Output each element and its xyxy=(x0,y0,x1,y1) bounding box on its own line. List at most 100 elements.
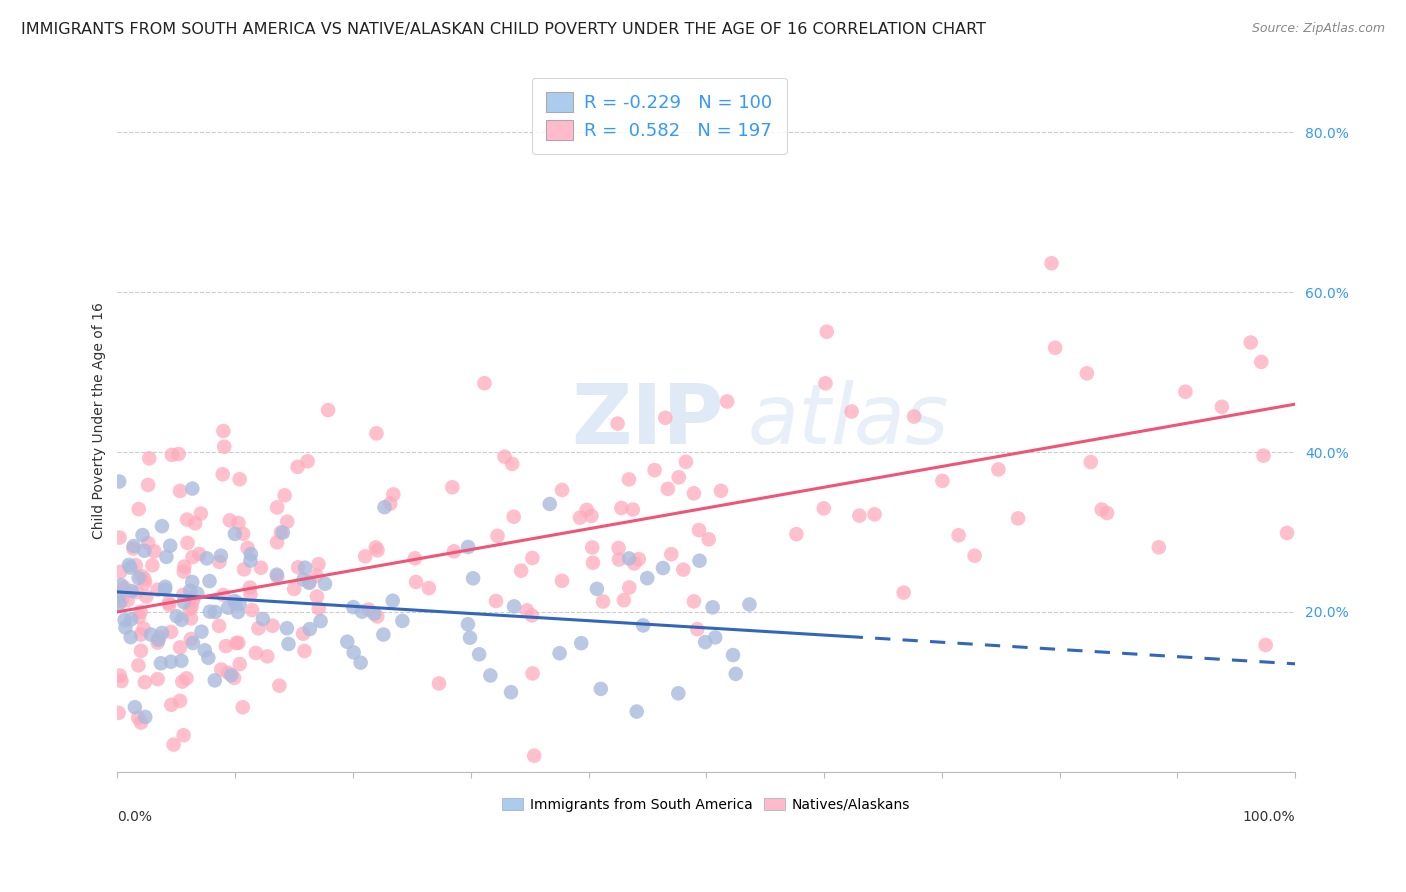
Point xyxy=(228,472,250,486)
Point xyxy=(458,631,481,645)
Point xyxy=(240,603,263,617)
Point xyxy=(215,639,238,653)
Point xyxy=(256,649,278,664)
Point xyxy=(146,672,169,686)
Point xyxy=(266,500,288,515)
Point xyxy=(181,636,204,650)
Point xyxy=(382,487,405,501)
Point xyxy=(1147,541,1170,555)
Point xyxy=(125,585,148,599)
Point xyxy=(363,607,385,621)
Point xyxy=(166,609,188,624)
Point xyxy=(233,562,256,576)
Point xyxy=(710,483,733,498)
Point xyxy=(582,556,605,570)
Point xyxy=(607,552,630,566)
Point xyxy=(146,635,169,649)
Point xyxy=(212,588,235,602)
Point xyxy=(269,679,291,693)
Point xyxy=(250,560,273,574)
Point xyxy=(276,515,298,529)
Point xyxy=(121,584,143,599)
Point xyxy=(128,610,150,624)
Point xyxy=(224,594,246,608)
Point xyxy=(617,551,640,566)
Point xyxy=(110,673,132,688)
Point xyxy=(108,475,131,489)
Point xyxy=(239,553,262,567)
Point xyxy=(155,580,177,594)
Point xyxy=(211,467,233,482)
Point xyxy=(610,500,633,515)
Point xyxy=(169,483,191,498)
Point xyxy=(239,587,262,601)
Point xyxy=(948,528,970,542)
Text: 100.0%: 100.0% xyxy=(1243,810,1295,824)
Point xyxy=(170,613,193,627)
Point xyxy=(127,711,149,725)
Point xyxy=(129,605,152,619)
Point xyxy=(188,547,211,561)
Point xyxy=(107,590,129,604)
Point xyxy=(169,694,191,708)
Point xyxy=(138,451,160,466)
Point xyxy=(581,508,603,523)
Point xyxy=(173,565,195,579)
Point xyxy=(522,551,544,566)
Point xyxy=(654,410,676,425)
Point xyxy=(631,618,654,632)
Point xyxy=(149,657,172,671)
Point xyxy=(221,668,243,682)
Point xyxy=(308,601,330,615)
Text: atlas: atlas xyxy=(748,380,949,460)
Point xyxy=(173,559,195,574)
Point xyxy=(153,582,176,597)
Text: Source: ZipAtlas.com: Source: ZipAtlas.com xyxy=(1251,22,1385,36)
Point xyxy=(551,483,574,497)
Point xyxy=(644,463,666,477)
Point xyxy=(309,614,332,628)
Point xyxy=(404,551,426,566)
Point xyxy=(160,698,183,712)
Point xyxy=(314,576,336,591)
Point xyxy=(114,620,136,634)
Point xyxy=(134,675,156,690)
Point xyxy=(689,554,711,568)
Point xyxy=(239,547,262,561)
Point xyxy=(738,598,761,612)
Point xyxy=(841,404,863,418)
Point xyxy=(354,549,377,564)
Point xyxy=(1080,455,1102,469)
Point xyxy=(374,500,396,515)
Point xyxy=(217,600,239,615)
Point xyxy=(232,700,254,714)
Point xyxy=(204,673,226,688)
Point xyxy=(195,551,218,566)
Point xyxy=(128,502,150,516)
Point xyxy=(169,640,191,655)
Point xyxy=(551,574,574,588)
Point xyxy=(287,459,309,474)
Point xyxy=(170,654,193,668)
Point xyxy=(173,728,195,742)
Point xyxy=(626,705,648,719)
Point xyxy=(266,535,288,549)
Point xyxy=(181,593,204,607)
Point xyxy=(1040,256,1063,270)
Point xyxy=(184,516,207,531)
Point xyxy=(569,510,592,524)
Point xyxy=(418,581,440,595)
Point xyxy=(813,501,835,516)
Point xyxy=(252,612,274,626)
Point xyxy=(697,533,720,547)
Point xyxy=(724,666,747,681)
Point xyxy=(228,597,250,611)
Point xyxy=(247,621,270,635)
Point xyxy=(606,417,628,431)
Point xyxy=(672,563,695,577)
Point xyxy=(405,574,427,589)
Point xyxy=(294,644,316,658)
Point xyxy=(134,543,156,558)
Point xyxy=(581,541,603,555)
Point xyxy=(176,536,198,550)
